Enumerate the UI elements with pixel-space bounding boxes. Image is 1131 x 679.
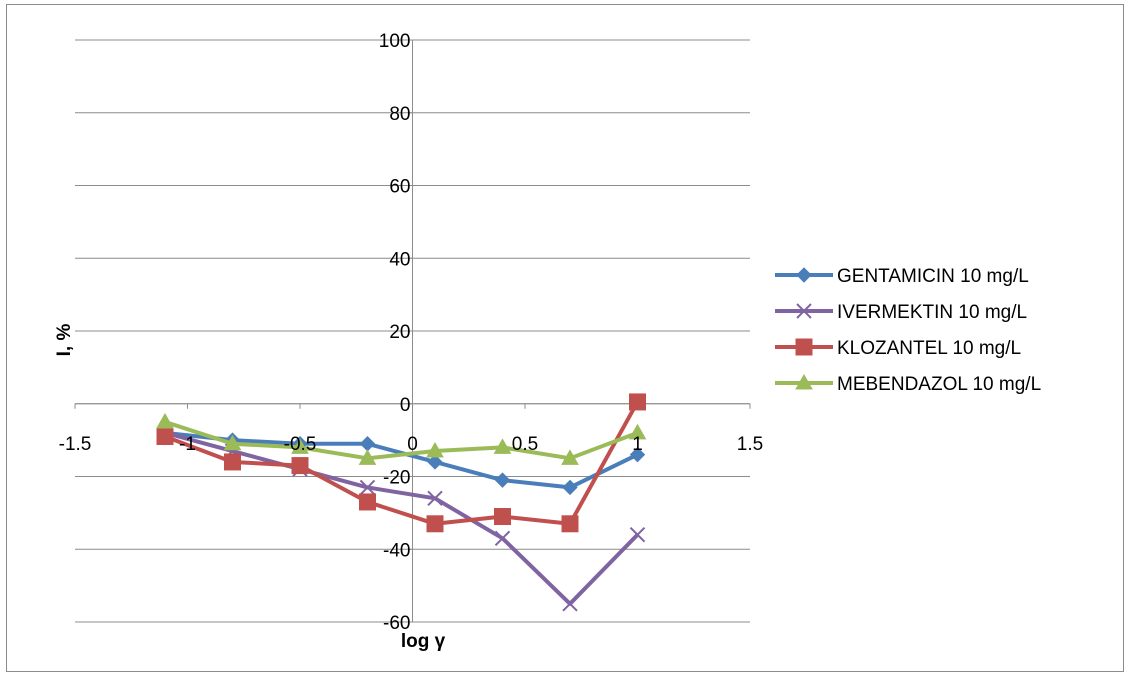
data-point (291, 457, 309, 475)
legend-marker (795, 373, 813, 390)
legend-label: KLOZANTEL 10 mg/L (837, 338, 1021, 359)
x-tick-label: -1.5 (59, 434, 92, 455)
data-point (494, 508, 511, 526)
data-point (629, 393, 646, 411)
series-line (164, 400, 640, 526)
legend-marker (796, 267, 812, 283)
data-point (359, 436, 376, 452)
data-point (629, 526, 646, 543)
data-point (156, 427, 174, 445)
legend: GENTAMICIN 10 mg/L IVERMEKTIN 10 mg/L KLOZ… (775, 266, 1041, 395)
x-tick-label: -1 (179, 434, 196, 455)
data-point (427, 454, 443, 470)
data-point (224, 453, 241, 471)
legend-label: GENTAMICIN 10 mg/L (837, 266, 1029, 287)
y-tick-label: 80 (389, 104, 410, 125)
y-tick-label: -60 (383, 613, 410, 634)
series-line (164, 430, 639, 606)
data-point (223, 434, 242, 451)
series-layer (156, 393, 647, 612)
data-point (427, 490, 443, 507)
data-point (561, 515, 579, 533)
data-point (359, 479, 376, 496)
legend-entry: IVERMEKTIN 10 mg/L (775, 302, 1027, 323)
y-tick-label: 20 (389, 322, 410, 343)
y-axis-title: I, % (54, 324, 75, 357)
legend-entry: GENTAMICIN 10 mg/L (775, 266, 1029, 287)
series-3 (156, 412, 647, 465)
x-axis-title: log γ (401, 631, 446, 652)
legend-label: IVERMEKTIN 10 mg/L (837, 302, 1027, 323)
y-tick-label: -20 (383, 468, 410, 489)
legend-label: MEBENDAZOL 10 mg/L (837, 374, 1041, 395)
x-tick-label: 1.5 (737, 434, 763, 455)
data-point (494, 530, 511, 547)
data-point (493, 438, 512, 454)
y-tick-label: -40 (383, 540, 410, 561)
y-tick-label: 60 (389, 177, 410, 198)
data-point (561, 449, 579, 465)
chart-frame: -60 -40 -20 0 20 40 60 80 100 -1.5 -1 -0.5 0 0.5 1 1.5 … (6, 4, 1124, 672)
tick-labels: -60 -40 -20 0 20 40 60 80 100 -1.5 -1 -0.5 0 0.5 1 1.5 (59, 31, 764, 634)
legend-marker (795, 338, 813, 356)
data-point (359, 493, 376, 511)
data-point (426, 442, 444, 458)
series-2 (156, 393, 646, 533)
y-tick-label: 100 (379, 31, 411, 52)
y-tick-label: 0 (400, 395, 411, 416)
data-point (629, 446, 646, 463)
series-line (164, 420, 639, 461)
data-point (562, 596, 578, 612)
x-tick-label: -0.5 (284, 434, 317, 455)
data-point (494, 472, 511, 488)
x-tick-label: 1 (632, 434, 643, 455)
x-tick-label: 0.5 (512, 434, 538, 455)
legend-entry: MEBENDAZOL 10 mg/L (775, 373, 1041, 395)
data-point (562, 479, 578, 496)
data-point (156, 412, 174, 429)
data-point (628, 423, 647, 440)
data-point (358, 449, 377, 465)
y-tick-label: 40 (389, 249, 410, 270)
data-point (426, 515, 444, 533)
legend-marker (796, 303, 812, 319)
legend-entry: KLOZANTEL 10 mg/L (775, 338, 1021, 359)
x-tick-label: 0 (407, 434, 418, 455)
data-point (291, 438, 309, 454)
